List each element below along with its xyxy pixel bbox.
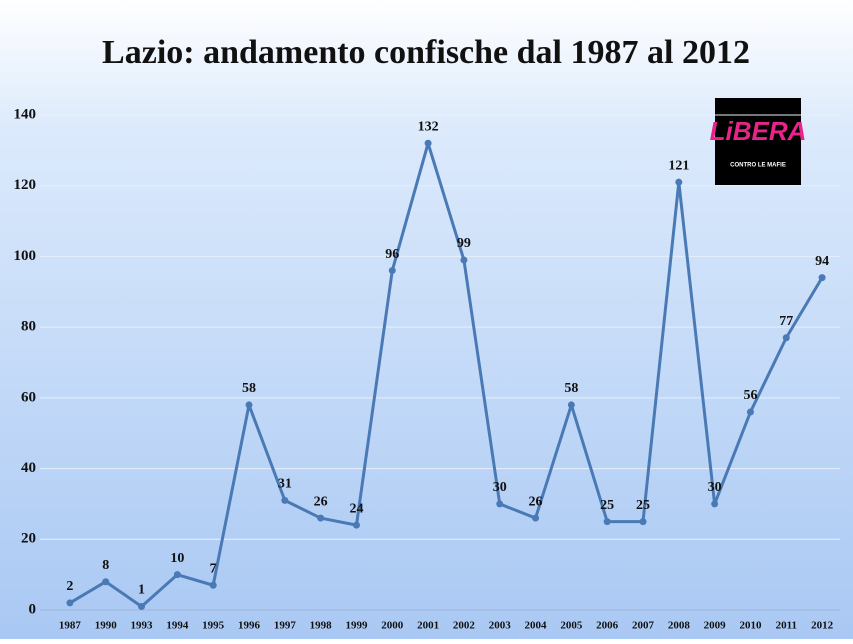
x-tick-label: 2012 [811,620,834,632]
data-label: 26 [314,494,328,509]
data-label: 96 [385,247,399,262]
data-label: 25 [636,498,650,513]
data-label: 58 [564,381,578,396]
x-tick-label: 2010 [739,620,762,632]
data-point [102,578,110,586]
data-label: 30 [493,480,507,495]
data-label: 10 [170,551,184,566]
data-point [639,518,647,526]
logo-box [715,98,801,185]
logo: LiBERA CONTRO LE MAFIE [710,98,807,185]
data-label: 1 [138,583,145,598]
data-point [138,602,146,610]
y-tick-label: 120 [14,177,37,193]
data-label: 24 [349,501,363,516]
data-point [603,518,611,526]
data-label: 7 [210,561,217,576]
x-tick-label: 2011 [776,620,797,632]
data-label: 31 [278,477,292,492]
data-line [69,141,824,608]
x-tick-label: 1995 [202,620,225,632]
data-point [173,571,181,579]
data-label: 8 [102,558,109,573]
data-point [746,408,754,416]
data-point [352,521,360,529]
x-tick-label: 1993 [131,620,154,632]
x-tick-label: 2005 [560,620,583,632]
x-tick-label: 1987 [59,620,82,632]
y-tick-label: 140 [14,106,37,122]
data-point [460,256,468,264]
data-point [245,401,253,409]
data-point [496,500,504,508]
x-tick-label: 1990 [95,620,118,632]
x-tick-label: 1998 [310,620,333,632]
x-tick-label: 1996 [238,620,261,632]
y-tick-label: 40 [21,460,36,476]
data-point [567,401,575,409]
data-point [532,514,540,522]
data-point [209,581,217,589]
x-tick-label: 1999 [345,620,368,632]
data-label: 121 [668,158,689,173]
data-label: 26 [529,494,543,509]
y-tick-label: 60 [21,389,36,405]
data-point [782,334,790,342]
data-label: 30 [708,480,722,495]
data-label: 99 [457,236,471,251]
data-label: 94 [815,254,829,269]
data-label: 2 [66,579,73,594]
chart-title: Lazio: andamento confische dal 1987 al 2… [102,34,750,71]
data-label: 25 [600,498,614,513]
x-tick-label: 2003 [489,620,512,632]
data-label: 56 [743,388,757,403]
logo-tagline: CONTRO LE MAFIE [730,163,786,169]
y-tick-label: 80 [21,319,36,335]
x-tick-label: 2007 [632,620,655,632]
y-tick-label: 20 [21,531,36,547]
data-label: 132 [418,120,439,135]
x-tick-label: 2009 [704,620,727,632]
data-point [66,599,74,607]
x-tick-label: 2008 [668,620,691,632]
data-point [675,178,683,186]
x-tick-label: 1994 [166,620,189,632]
data-point [388,267,396,275]
y-tick-label: 0 [29,601,37,617]
data-point [317,514,325,522]
x-tick-label: 1997 [274,620,297,632]
x-tick-label: 2000 [381,620,404,632]
x-tick-label: 2002 [453,620,476,632]
data-point [424,139,432,147]
data-point [281,496,289,504]
data-point [818,274,826,282]
data-label: 58 [242,381,256,396]
data-label: 77 [779,314,793,329]
x-tick-label: 2004 [525,620,548,632]
x-tick-label: 2006 [596,620,619,632]
x-tick-label: 2001 [417,620,439,632]
y-tick-label: 100 [14,248,37,264]
data-point [711,500,719,508]
logo-name: LiBERA [710,116,807,146]
